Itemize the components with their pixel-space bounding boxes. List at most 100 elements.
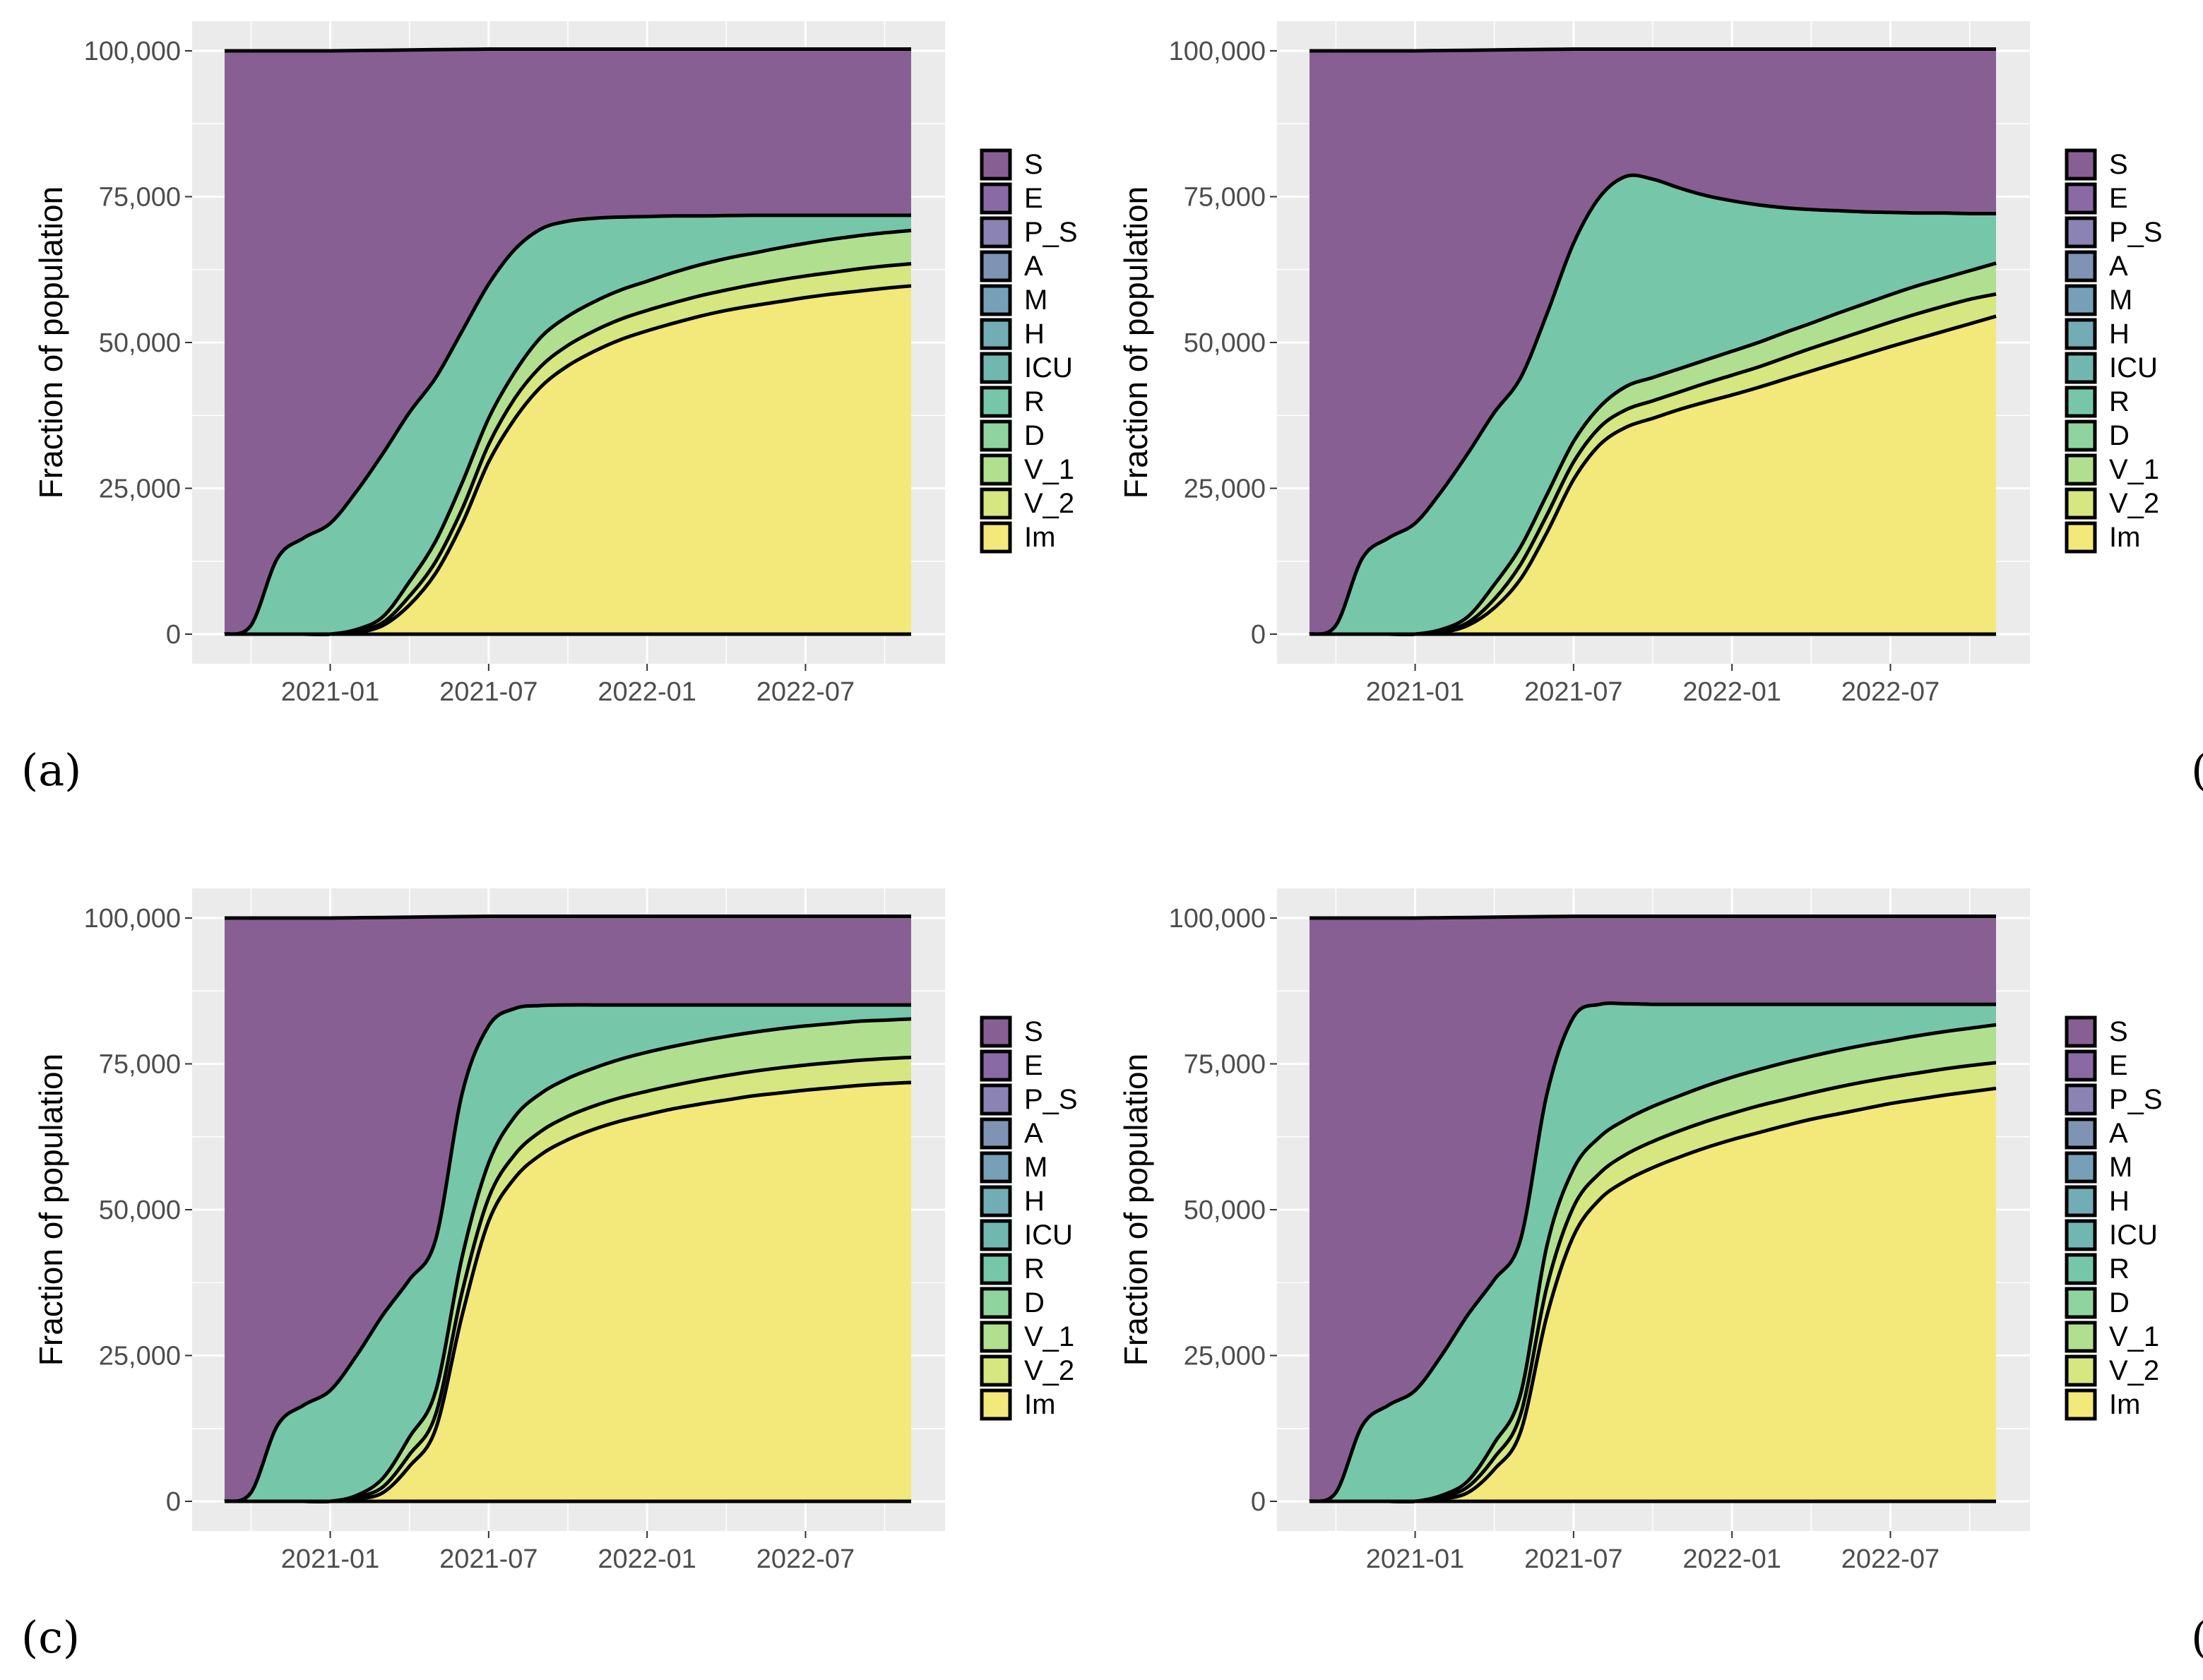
y-tick-label: 50,000 [1184,328,1266,358]
legend-label-V_2: V_2 [2109,488,2159,519]
area-Im [225,285,911,635]
x-tick-label: 2022-01 [1682,677,1781,707]
legend-label-H: H [1024,1186,1045,1217]
legend-label-ICU: ICU [1024,1220,1073,1251]
legend-key-R [2065,1253,2097,1285]
legend-label-A: A [1024,1118,1043,1149]
legend-label-M: M [1024,1152,1047,1183]
line-S_top [1310,47,1996,53]
y-axis-title: Fraction of population [1117,186,1154,499]
legend-label-E: E [2109,183,2128,214]
legend-key-R [980,386,1012,418]
legend-key-V_1 [980,453,1012,486]
area-Im [1310,316,1996,635]
x-tick-label: 2021-07 [439,1544,538,1574]
legend-key-V_1 [2065,453,2097,486]
legend-key-M [2065,1151,2097,1184]
y-axis-title: Fraction of population [32,186,69,499]
legend-key-ICU [2065,1219,2097,1251]
legend-key-R [980,1253,1012,1285]
legend-label-A: A [1024,251,1043,282]
y-axis-title: Fraction of population [1117,1054,1154,1366]
legend-label-D: D [2109,420,2130,451]
stacked-areas [225,49,911,635]
x-tick-label: 2021-07 [1524,1544,1622,1574]
legend-key-S [980,1015,1012,1048]
legend-label-R: R [2109,386,2130,417]
panel-d: 0 25,000 50,000 75,000 100,000 2021-01 2021-07… [1117,888,2203,1663]
y-tick-label: 0 [1251,620,1266,650]
legend-key-P_S [980,216,1012,249]
legend-label-R: R [1024,386,1045,417]
legend-key-R [2065,386,2097,418]
legend-key-V_2 [2065,487,2097,520]
y-tick-label: 75,000 [1184,183,1266,213]
x-tick-label: 2021-01 [1366,1544,1464,1574]
y-axis: 0 25,000 50,000 75,000 100,000 [84,904,192,1517]
legend-key-P_S [2065,1083,2097,1116]
legend-label-Im: Im [1024,522,1055,553]
x-axis: 2021-01 2021-07 2022-01 2022-07 [1366,664,1940,707]
legend-key-V_1 [2065,1321,2097,1353]
area-R [225,1005,911,1502]
y-axis-title: Fraction of population [32,1054,69,1366]
legend-key-E [980,1049,1012,1082]
y-tick-label: 50,000 [99,1196,181,1225]
line-S_top [225,915,911,920]
area-V_1 [1310,263,1996,635]
y-tick-label: 75,000 [99,183,181,213]
legend-label-S: S [2109,149,2128,180]
legend-label-H: H [1024,318,1045,350]
panel-b: 0 25,000 50,000 75,000 100,000 2021-01 2021-07… [1117,21,2203,796]
area-Im [225,1082,911,1502]
y-tick-label: 50,000 [99,328,181,358]
area-R [225,215,911,635]
x-tick-label: 2021-07 [1524,677,1622,707]
legend-key-D [980,419,1012,452]
y-tick-label: 100,000 [1169,37,1266,66]
legend-key-Im [980,521,1012,554]
legend-key-D [2065,1287,2097,1319]
legend-key-M [980,1151,1012,1184]
legend-key-A [980,1117,1012,1150]
legend-label-ICU: ICU [2109,352,2158,383]
legend-key-E [980,182,1012,215]
legend-label-V_2: V_2 [1024,1355,1074,1386]
legend-label-S: S [1024,149,1043,180]
legend-label-D: D [1024,1287,1045,1318]
y-tick-label: 100,000 [1169,904,1266,934]
legend-key-A [2065,1117,2097,1150]
x-tick-label: 2022-07 [756,677,855,707]
area-R [1310,175,1996,635]
legend-label-V_1: V_1 [2109,1321,2159,1352]
x-tick-label: 2021-01 [281,677,379,707]
panel-tag: (d) [2191,1612,2203,1663]
legend-label-V_2: V_2 [1024,488,1074,519]
legend-key-A [980,250,1012,282]
legend-key-ICU [980,352,1012,384]
legend-label-V_1: V_1 [2109,454,2159,485]
y-tick-label: 25,000 [1184,1342,1266,1371]
legend-key-V_1 [980,1321,1012,1353]
legend-label-ICU: ICU [1024,352,1073,383]
area-V_2 [1310,1062,1996,1502]
x-axis: 2021-01 2021-07 2022-01 2022-07 [1366,1531,1940,1574]
legend-key-Im [980,1388,1012,1421]
area-S [225,49,911,634]
legend-label-M: M [2109,285,2132,316]
area-R [1310,1003,1996,1502]
y-tick-label: 0 [1251,1487,1266,1517]
legend-label-Im: Im [2109,1389,2140,1420]
y-tick-label: 100,000 [84,904,181,934]
y-tick-label: 25,000 [1184,475,1266,504]
legend-key-V_2 [980,487,1012,520]
y-tick-label: 100,000 [84,37,181,66]
legend-key-D [980,1287,1012,1319]
line-R_top [1309,1001,1996,1503]
area-V_2 [1310,294,1996,635]
y-tick-label: 75,000 [99,1050,181,1080]
